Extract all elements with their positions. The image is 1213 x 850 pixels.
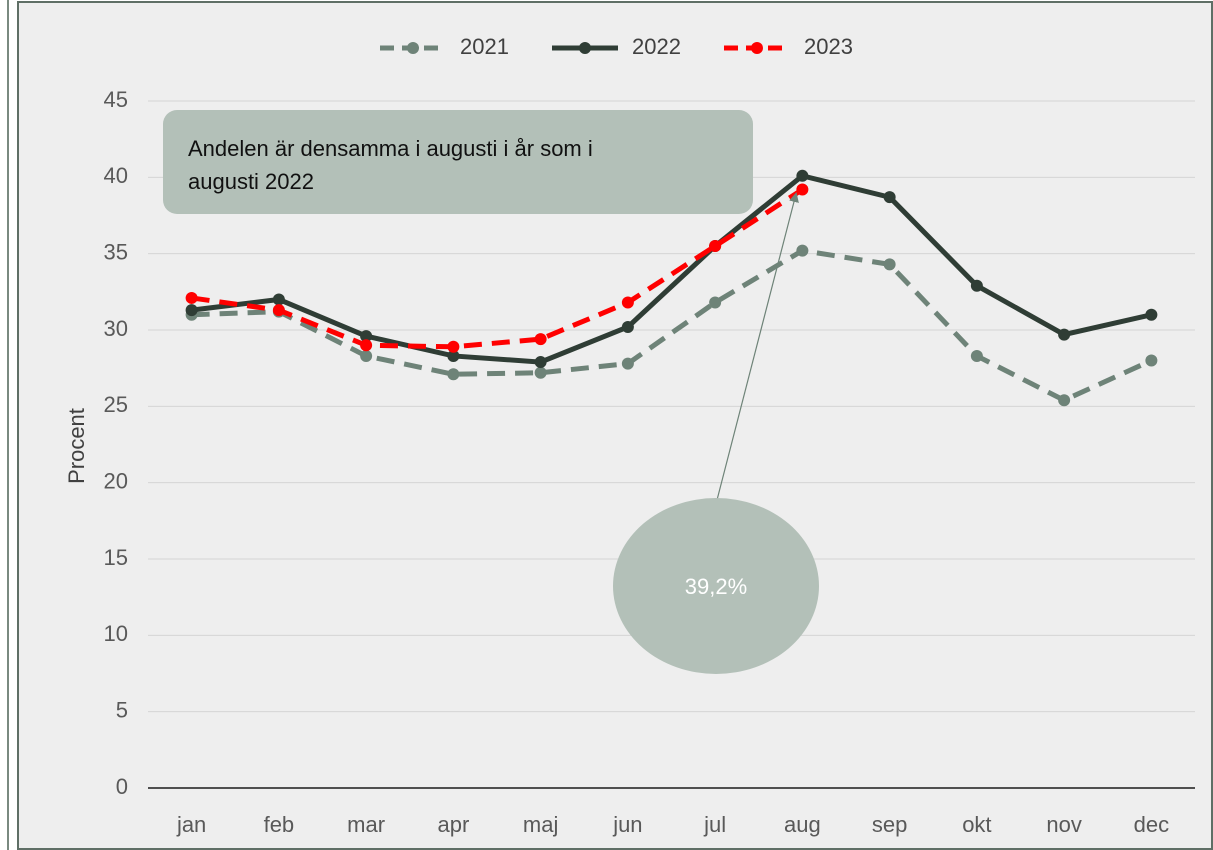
legend-marker (407, 42, 419, 54)
series-line (191, 173, 1152, 365)
data-point (1058, 328, 1071, 341)
annotation-box (163, 110, 753, 214)
data-point (360, 339, 373, 352)
y-tick-label: 45 (104, 87, 128, 112)
data-point (709, 240, 722, 253)
y-tick-label: 35 (104, 239, 128, 264)
data-point (534, 356, 547, 369)
x-tick-label: apr (437, 812, 469, 837)
annotation-text: augusti 2022 (188, 169, 314, 194)
data-point (534, 333, 547, 346)
y-tick-label: 20 (104, 468, 128, 493)
data-point (360, 330, 373, 343)
data-point (621, 357, 634, 370)
data-point (796, 244, 809, 257)
data-point (1058, 394, 1071, 407)
y-axis-label: Procent (64, 408, 89, 484)
data-point (534, 366, 547, 379)
y-tick-label: 0 (116, 774, 128, 799)
data-point (621, 296, 634, 309)
data-point (1145, 354, 1158, 367)
data-point (883, 191, 896, 204)
y-tick-label: 5 (116, 697, 128, 722)
data-point (447, 349, 460, 362)
x-tick-label: jul (703, 812, 726, 837)
x-tick-label: jun (612, 812, 642, 837)
legend-label: 2022 (632, 34, 681, 59)
data-point (185, 304, 198, 317)
data-point (796, 169, 809, 182)
data-point (360, 349, 373, 362)
x-tick-label: mar (347, 812, 385, 837)
x-tick-label: nov (1046, 812, 1081, 837)
y-tick-label: 40 (104, 163, 128, 188)
x-tick-label: dec (1134, 812, 1169, 837)
legend-label: 2021 (460, 34, 509, 59)
callout-bubble (613, 498, 819, 674)
data-point (796, 183, 809, 196)
legend-label: 2023 (804, 34, 853, 59)
callout-arrow (716, 192, 799, 501)
data-point (883, 258, 896, 271)
callout-text: 39,2% (685, 574, 747, 599)
y-tick-label: 15 (104, 545, 128, 570)
data-point (447, 340, 460, 353)
data-point (709, 296, 722, 309)
series-line (191, 187, 804, 350)
x-tick-label: sep (872, 812, 907, 837)
series-line (191, 248, 1153, 404)
legend-marker (579, 42, 591, 54)
data-point (970, 279, 983, 292)
data-point (185, 291, 198, 304)
x-tick-label: maj (523, 812, 558, 837)
data-point (272, 304, 285, 317)
y-tick-label: 30 (104, 316, 128, 341)
x-tick-label: feb (264, 812, 295, 837)
data-point (1145, 308, 1158, 321)
data-point (970, 349, 983, 362)
legend-marker (751, 42, 763, 54)
x-tick-label: aug (784, 812, 821, 837)
x-tick-label: jan (176, 812, 206, 837)
data-point (272, 293, 285, 306)
data-point (447, 368, 460, 381)
x-tick-label: okt (962, 812, 991, 837)
annotation-text: Andelen är densamma i augusti i år som i (188, 136, 593, 161)
data-point (621, 320, 634, 333)
y-tick-label: 25 (104, 392, 128, 417)
y-tick-label: 10 (104, 621, 128, 646)
